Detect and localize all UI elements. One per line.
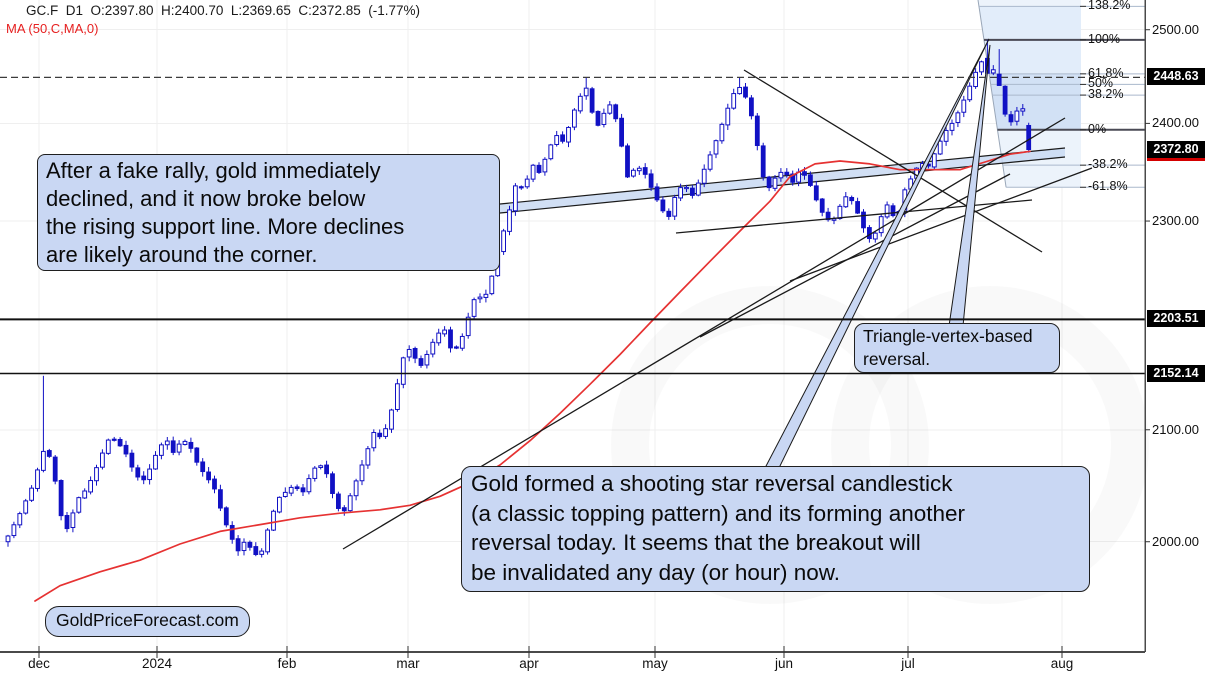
- fib-level-label: 38.2%: [1088, 87, 1124, 102]
- price-axis-label: 2300.00: [1152, 213, 1199, 229]
- fib-level-label: 61.8%: [1088, 65, 1124, 80]
- annotation-shooting-star: Gold formed a shooting star reversal can…: [461, 466, 1090, 592]
- annotation-triangle-vertex-line: reversal.: [863, 349, 931, 369]
- price-axis-label: 2400.00: [1152, 115, 1199, 131]
- horizontal-price-levels: [0, 76, 1145, 375]
- time-axis-label: apr: [519, 656, 539, 671]
- annotation-shooting-star-line: Gold formed a shooting star reversal can…: [471, 471, 953, 496]
- price-axis-label: 2000.00: [1152, 533, 1199, 549]
- ma-50-line: [34, 150, 1031, 602]
- site-watermark-label: GoldPriceForecast.com: [45, 606, 250, 637]
- annotation-fake-rally: After a fake rally, gold immediately decl…: [37, 154, 500, 271]
- price-axis-label: 2100.00: [1152, 421, 1199, 437]
- time-axis-label: feb: [277, 656, 297, 671]
- time-axis-label: may: [642, 656, 668, 671]
- time-axis-label: aug: [1050, 656, 1074, 671]
- annotation-shooting-star-line: be invalidated any day (or hour) now.: [471, 559, 840, 585]
- price-level-badge: 2152.14: [1147, 364, 1205, 382]
- rising-support-channel: [499, 147, 1066, 214]
- price-level-badge: 2448.63: [1147, 68, 1205, 86]
- annotation-fake-rally-line: declined, and it now broke below: [46, 186, 366, 211]
- axes: [0, 0, 1150, 658]
- time-axis-label: jul: [901, 656, 915, 671]
- time-axis-label: jun: [774, 656, 793, 671]
- time-axis-label: 2024: [141, 656, 173, 671]
- price-level-badge: 2372.80: [1147, 140, 1205, 161]
- fib-level-label: 100%: [1088, 31, 1120, 46]
- annotation-shooting-star-line: reversal today. It seems that the breako…: [471, 530, 921, 555]
- annotation-triangle-vertex: Triangle-vertex-based reversal.: [854, 323, 1060, 373]
- candlesticks: [5, 39, 1032, 558]
- price-axis-label: 2500.00: [1152, 21, 1199, 37]
- annotation-fake-rally-line: are likely around the corner.: [46, 242, 318, 267]
- time-axis-label: dec: [28, 656, 50, 671]
- fib-level-label: 50%: [1088, 76, 1114, 91]
- fib-level-label: -38.2%: [1088, 157, 1128, 172]
- annotation-triangle-vertex-line: Triangle-vertex-based: [863, 326, 1033, 346]
- fib-level-label: 0%: [1088, 121, 1107, 136]
- time-axis-label: mar: [396, 656, 420, 671]
- fib-level-label: -61.8%: [1088, 179, 1128, 194]
- price-level-badge: 2203.51: [1147, 310, 1205, 328]
- annotation-fake-rally-line: After a fake rally, gold immediately: [46, 158, 381, 183]
- symbol-ohlc-header: GC.F D1 O:2397.80 H:2400.70 L:2369.65 C:…: [26, 3, 420, 18]
- annotation-fake-rally-line: the rising support line. More declines: [46, 214, 405, 239]
- fib-level-label: 138.2%: [1088, 0, 1131, 13]
- ma-indicator-label: MA (50,C,MA,0): [6, 21, 99, 36]
- annotation-shooting-star-line: (a classic topping pattern) and its form…: [471, 500, 966, 526]
